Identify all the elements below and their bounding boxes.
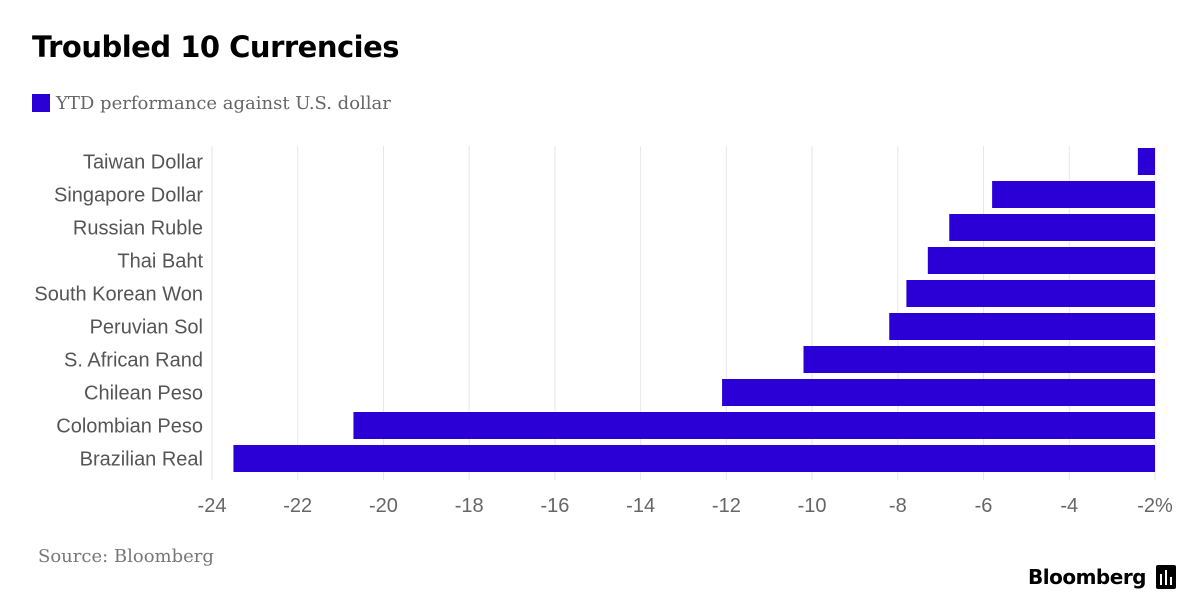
category-label: Chilean Peso (84, 383, 203, 405)
chart-title: Troubled 10 Currencies (32, 30, 400, 64)
bar (906, 280, 1155, 307)
category-label: Thai Baht (117, 251, 203, 273)
x-tick-label: -12 (712, 495, 741, 517)
category-label: Peruvian Sol (90, 317, 203, 339)
bar (889, 313, 1155, 340)
bar (803, 346, 1155, 373)
x-tick-label: -16 (540, 495, 569, 517)
category-label: Russian Ruble (73, 218, 203, 240)
bar (722, 379, 1155, 406)
legend-swatch (32, 94, 50, 112)
brand-name: Bloomberg (1028, 565, 1146, 589)
legend-label: YTD performance against U.S. dollar (56, 92, 391, 114)
brand-logo: Bloomberg (1028, 565, 1176, 589)
x-tick-label: -2% (1137, 495, 1173, 517)
x-tick-label: -10 (798, 495, 827, 517)
category-label: Colombian Peso (56, 416, 203, 438)
x-tick-label: -20 (369, 495, 398, 517)
x-tick-label: -14 (626, 495, 655, 517)
x-tick-label: -4 (1060, 495, 1078, 517)
category-label: Singapore Dollar (54, 185, 203, 207)
category-label: S. African Rand (64, 350, 203, 372)
category-label: South Korean Won (34, 284, 203, 306)
source-note: Source: Bloomberg (38, 546, 214, 567)
bar (233, 445, 1155, 472)
x-tick-label: -24 (198, 495, 227, 517)
bar (1137, 148, 1155, 175)
bloomberg-terminal-icon (1156, 565, 1176, 589)
category-label: Brazilian Real (80, 449, 203, 471)
category-labels: Taiwan Dollar Singapore Dollar Russian Rub… (34, 152, 203, 471)
category-label: Taiwan Dollar (83, 152, 203, 174)
x-tick-label: -6 (975, 495, 993, 517)
bar (992, 181, 1155, 208)
x-tick-label: -22 (283, 495, 312, 517)
x-axis-ticks: -24 -22 -20 -18 -16 -14 -12 -10 -8 -6 -4 -2% (198, 495, 1173, 517)
x-tick-label: -8 (889, 495, 907, 517)
bar (927, 247, 1155, 274)
x-tick-label: -18 (455, 495, 484, 517)
bar (353, 412, 1155, 439)
bars (233, 148, 1155, 472)
legend: YTD performance against U.S. dollar (32, 91, 391, 115)
bar (949, 214, 1155, 241)
